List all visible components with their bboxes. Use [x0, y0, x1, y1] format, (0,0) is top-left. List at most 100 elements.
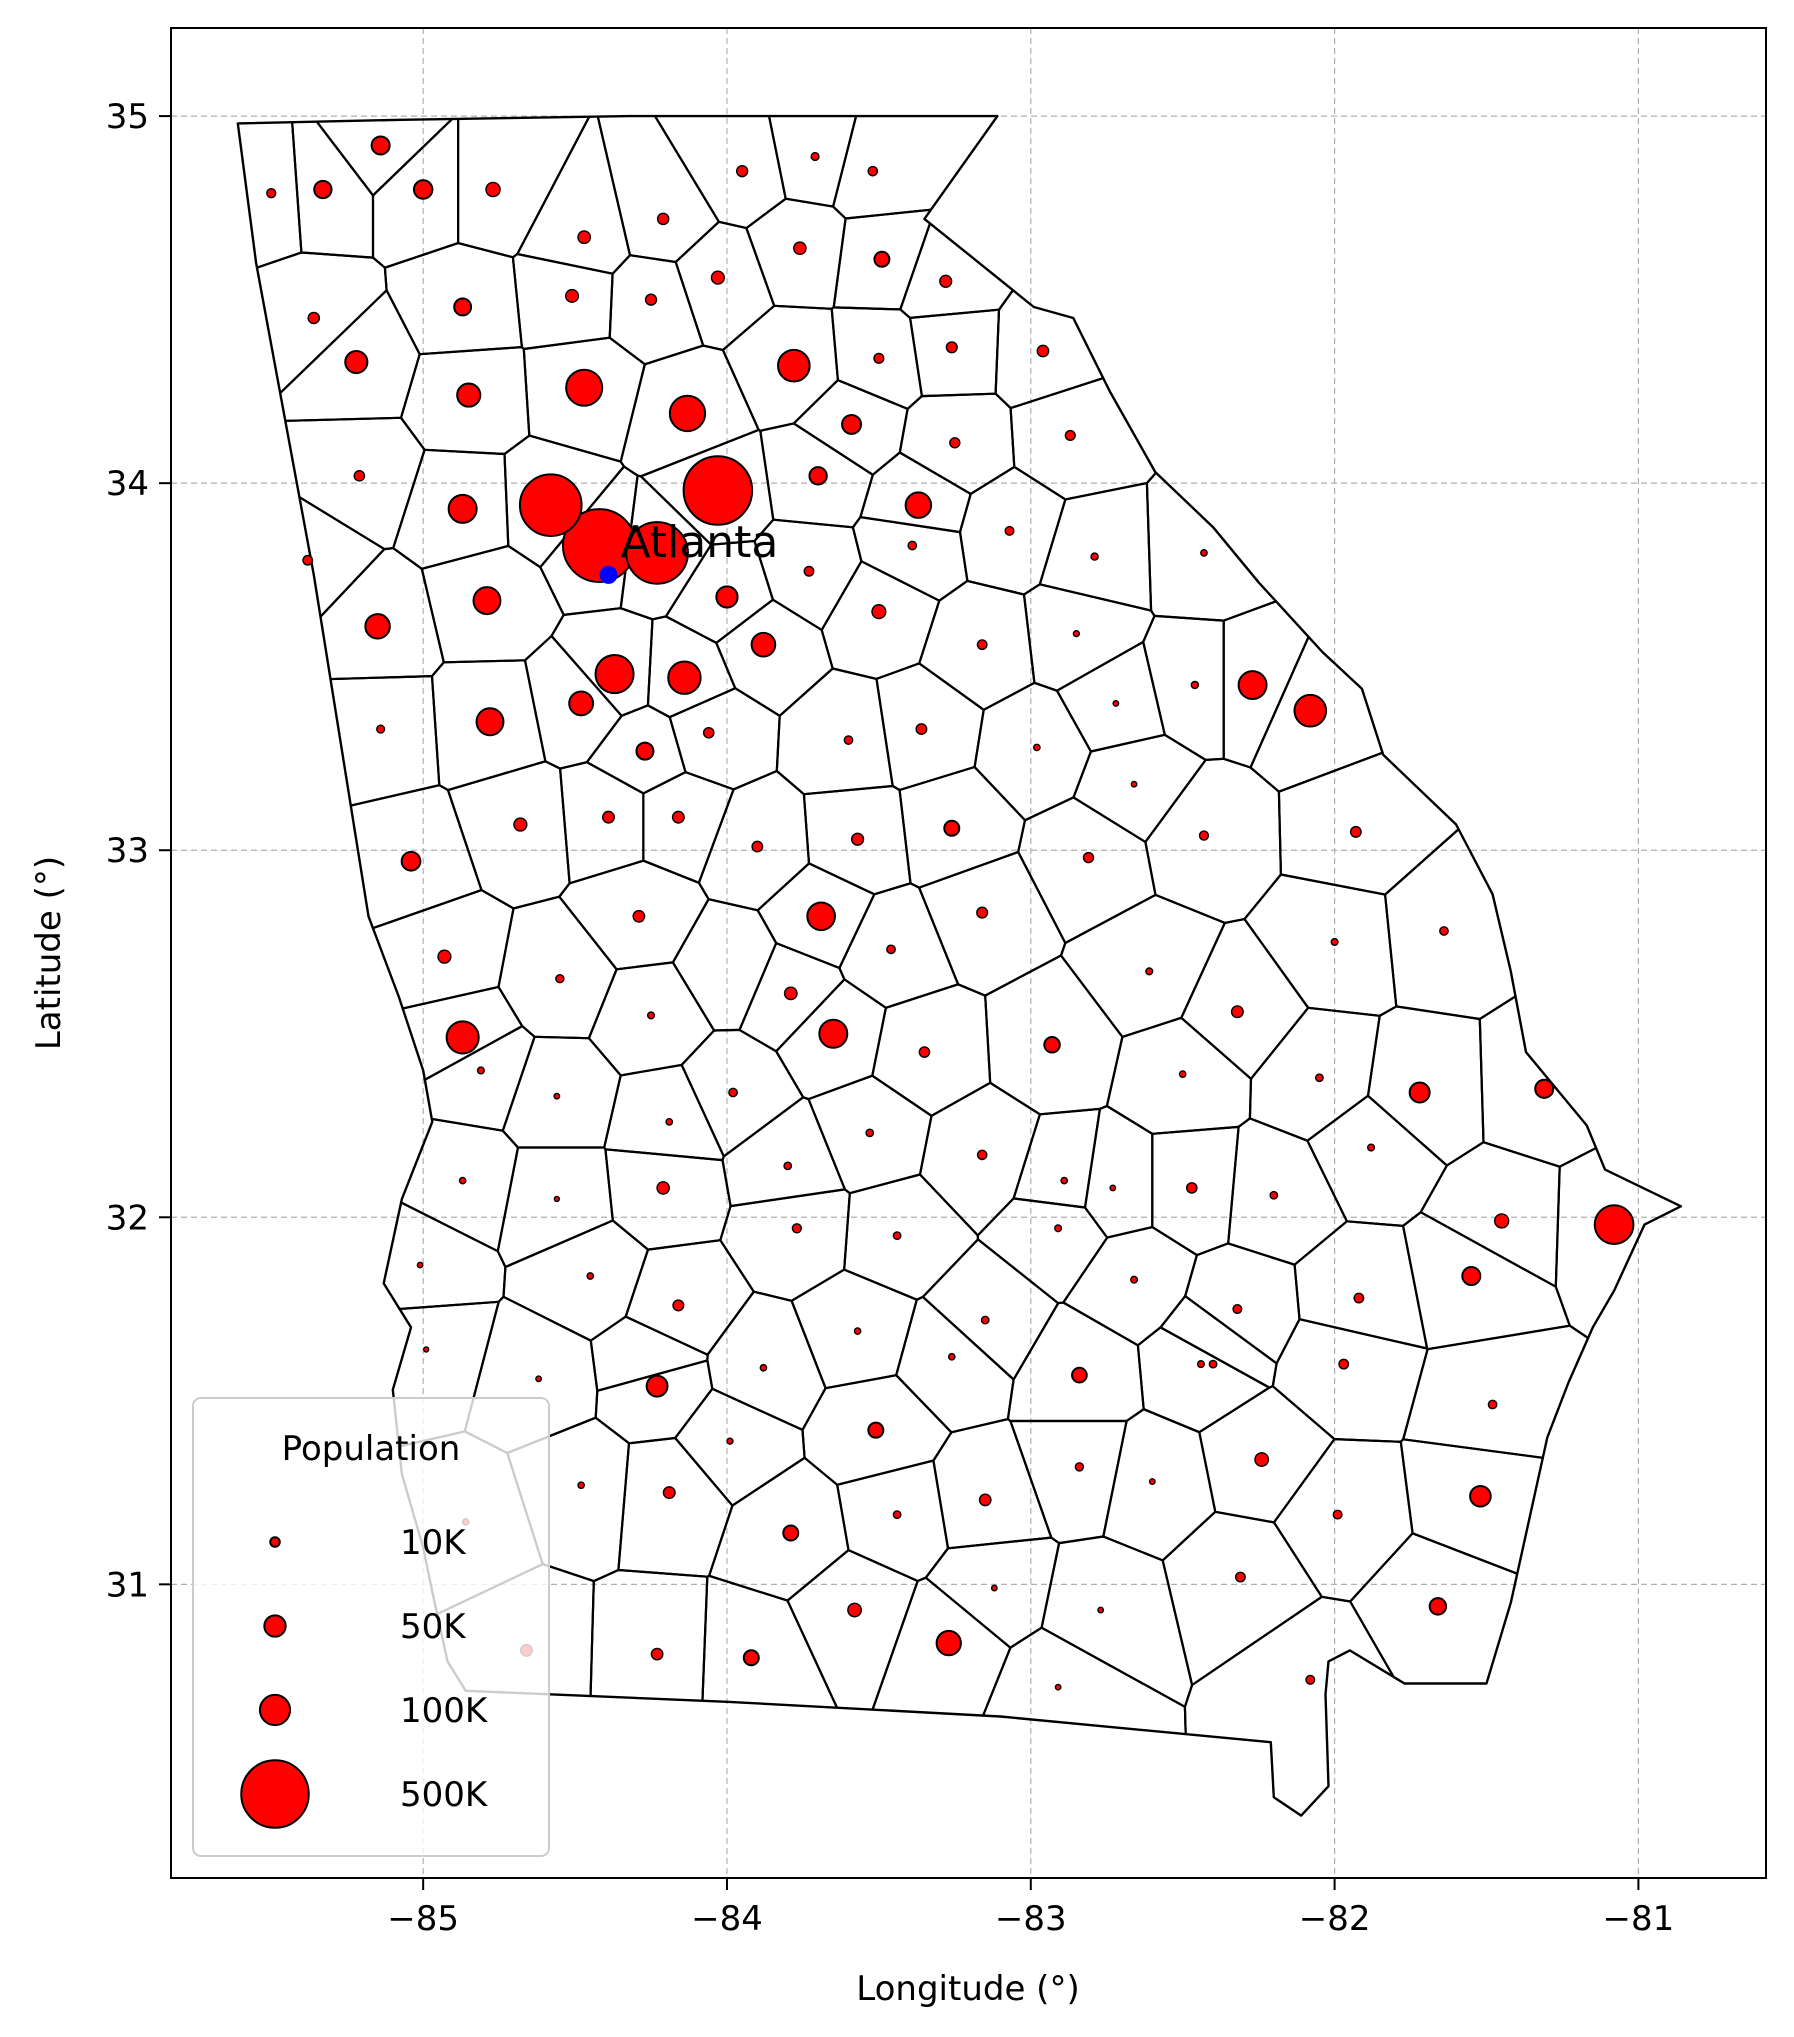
- county-population-bubble: [978, 1493, 992, 1507]
- county-population-bubble: [808, 466, 828, 486]
- county-population-bubble: [353, 469, 366, 482]
- county-population-bubble: [791, 1223, 803, 1234]
- county-population-bubble: [635, 741, 655, 761]
- county-population-bubble: [577, 1481, 586, 1490]
- county-population-bubble: [453, 297, 473, 317]
- county-population-bubble: [472, 586, 502, 616]
- y-tick-label: 31: [106, 1565, 149, 1605]
- x-axis-label: Longitude (°): [856, 1969, 1079, 2009]
- county-population-bubble: [867, 1421, 885, 1439]
- x-tick-label: −82: [1299, 1899, 1371, 1939]
- county-population-bubble: [266, 188, 277, 199]
- county-population-bubble: [445, 1020, 480, 1055]
- county-population-bubble: [751, 840, 764, 853]
- county-population-bubble: [601, 810, 615, 824]
- county-boundary: [1399, 1438, 1681, 1691]
- legend-box: [192, 1397, 550, 1857]
- county-population-bubble: [416, 1261, 424, 1269]
- county-population-bubble: [665, 1117, 674, 1126]
- county-population-bubble: [1060, 1176, 1069, 1185]
- county-population-bubble: [513, 817, 528, 832]
- county-population-bubble: [645, 1374, 669, 1398]
- county-population-bubble: [710, 270, 725, 285]
- county-population-bubble: [702, 726, 715, 739]
- county-population-bubble: [1232, 1304, 1243, 1315]
- county-population-bubble: [1230, 1005, 1244, 1019]
- county-population-bubble: [818, 1018, 849, 1049]
- county-population-bubble: [841, 413, 863, 435]
- county-population-bubble: [1534, 1078, 1555, 1099]
- county-population-bubble: [759, 1363, 768, 1372]
- county-population-bubble: [892, 1231, 902, 1241]
- y-tick-label: 33: [106, 831, 149, 871]
- county-population-bubble: [865, 1128, 875, 1138]
- county-population-bubble: [376, 724, 386, 734]
- county-population-bubble: [976, 639, 988, 651]
- county-population-bubble: [735, 164, 749, 178]
- county-population-bubble: [1293, 693, 1328, 728]
- county-population-bubble: [568, 690, 595, 717]
- county-population-bubble: [892, 1510, 902, 1520]
- county-population-bubble: [1130, 1275, 1139, 1284]
- county-population-bubble: [1332, 1509, 1343, 1520]
- legend-marker: [240, 1759, 310, 1829]
- county-boundary: [674, 1387, 806, 1507]
- legend-label: 50K: [400, 1607, 467, 1647]
- county-population-bubble: [1353, 1292, 1365, 1304]
- county-population-bubble: [947, 1352, 956, 1361]
- county-population-bubble: [907, 540, 918, 551]
- county-population-bubble: [1054, 1683, 1062, 1691]
- county-population-bubble: [400, 850, 422, 872]
- county-population-bubble: [976, 1149, 988, 1161]
- x-axis-ticks: −85 −84 −83 −82 −81: [387, 1878, 1674, 1939]
- x-tick-label: −84: [691, 1899, 763, 1939]
- county-population-bubble: [783, 986, 798, 1001]
- county-boundary: [589, 1315, 709, 1392]
- county-population-bubble: [668, 394, 707, 433]
- county-population-bubble: [990, 1584, 998, 1592]
- county-population-bubble: [412, 179, 434, 200]
- county-population-bubble: [1439, 926, 1449, 936]
- county-population-bubble: [886, 944, 896, 955]
- county-population-bubble: [873, 250, 891, 268]
- county-population-bubble: [843, 735, 854, 745]
- county-population-bubble: [1043, 1036, 1061, 1054]
- county-population-bubble: [1112, 699, 1120, 707]
- county-population-bubble: [485, 181, 501, 198]
- county-population-bubble: [1064, 429, 1076, 442]
- county-population-bubble: [646, 1011, 656, 1020]
- county-population-bubble: [437, 949, 452, 964]
- county-population-bubble: [344, 349, 369, 375]
- county-population-bubble: [656, 212, 670, 226]
- county-population-bubble: [1254, 1452, 1270, 1467]
- county-population-bubble: [1032, 743, 1041, 752]
- county-population-bubble: [1072, 629, 1081, 638]
- county-population-bubble: [728, 1087, 738, 1098]
- county-population-bubble: [682, 455, 754, 526]
- county-population-bubble: [1487, 1399, 1498, 1410]
- population-bubbles: [266, 135, 1635, 1691]
- county-population-bubble: [535, 1375, 543, 1383]
- county-population-bubble: [1185, 1182, 1198, 1194]
- county-population-bubble: [475, 707, 505, 737]
- county-population-bubble: [1178, 1070, 1187, 1078]
- county-population-bubble: [976, 906, 989, 919]
- county-population-bubble: [715, 585, 739, 609]
- county-population-bubble: [650, 1647, 664, 1661]
- county-population-bubble: [1330, 937, 1339, 947]
- county-population-bubble: [918, 1046, 931, 1058]
- county-population-bubble: [1148, 1478, 1156, 1486]
- county-population-bubble: [1036, 344, 1050, 358]
- county-population-bubble: [853, 1327, 862, 1335]
- county-population-bubble: [1305, 1674, 1316, 1685]
- county-population-bubble: [1198, 830, 1210, 841]
- county-population-bubble: [1494, 1213, 1510, 1229]
- legend-label: 500K: [400, 1775, 489, 1815]
- county-population-bubble: [644, 293, 658, 306]
- county-population-bubble: [555, 973, 565, 984]
- county-population-bubble: [915, 723, 928, 736]
- legend-title: Population: [282, 1429, 461, 1469]
- x-tick-label: −83: [995, 1899, 1067, 1939]
- y-tick-label: 35: [106, 97, 149, 137]
- county-population-bubble: [1090, 552, 1099, 561]
